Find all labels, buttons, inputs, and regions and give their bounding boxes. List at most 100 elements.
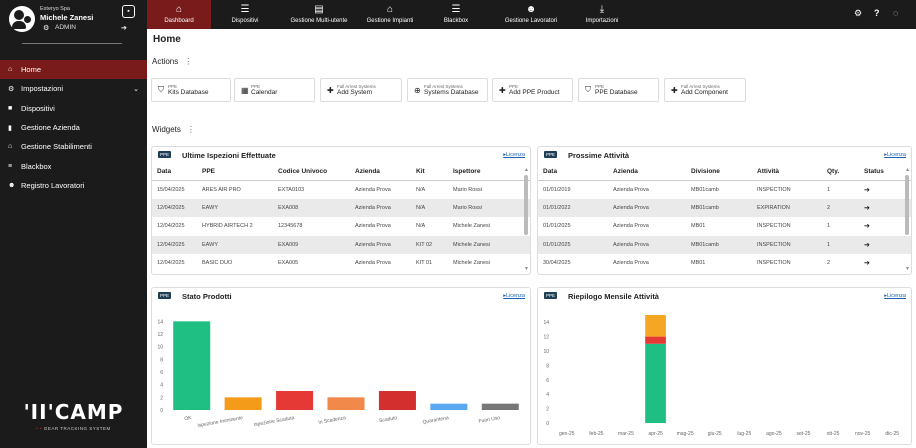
y-tick-label: 2 — [160, 395, 163, 401]
tab-importazioni[interactable]: ⤓ Importazioni — [571, 0, 633, 29]
table-row[interactable]: 12/04/2025 HYBRID AIRTECH 2 12345678 Aziend… — [157, 223, 490, 230]
sidebar-item-label: Gestione Stabilimenti — [21, 142, 92, 152]
x-tick-label: ago-25 — [766, 431, 782, 437]
y-tick-label: 6 — [546, 378, 549, 384]
table-row[interactable]: 01/01/2022 Azienda Prova MB01camb EXPIRATIO… — [538, 198, 911, 217]
column-header[interactable]: Divisione — [686, 164, 752, 181]
widget-riepilogo-mensile: PPE Riepilogo Mensile Attività ▸Licenza … — [537, 287, 912, 445]
sidebar-item-label: Impostazioni — [21, 84, 64, 94]
scrollbar[interactable] — [524, 175, 528, 235]
sidebar-item-impostazioni[interactable]: ⚙ Impostazioni ⌄ — [0, 79, 147, 98]
tab-dashboard[interactable]: ⌂ Dashboard — [147, 0, 211, 29]
action-kits-database[interactable]: ⛉ PPE Kits Database — [151, 78, 231, 102]
actions-heading: Actions ⋮ — [152, 57, 193, 66]
x-tick-label: apr-25 — [648, 431, 663, 437]
list-icon: ≡ — [8, 162, 13, 170]
column-header[interactable]: Attività — [752, 164, 822, 181]
table-row[interactable]: 01/01/2025 Azienda Prova MB01camb INSPECTIO… — [538, 235, 911, 254]
column-header[interactable]: PPE — [197, 164, 273, 181]
tab-gestione-impianti[interactable]: ⌂ Gestione Impianti — [359, 0, 421, 29]
home-icon: ⌂ — [8, 66, 13, 74]
pin-icon[interactable]: ▪ — [122, 5, 135, 18]
scroll-up-icon[interactable]: ▲ — [524, 167, 529, 173]
divider — [22, 43, 122, 44]
table-row[interactable]: 01/01/2025 Azienda Prova MB01 INSPECTION 1 ➔ — [538, 217, 911, 236]
chat-icon[interactable]: ◌ — [893, 8, 899, 18]
bar — [276, 391, 314, 410]
gears-icon[interactable]: ⚙ — [854, 8, 863, 18]
arrow-right-icon[interactable]: ➔ — [859, 235, 911, 254]
tab-gestione-lavoratori[interactable]: ☻ Gestione Lavoratori — [491, 0, 571, 29]
licenza-link[interactable]: ▸Licenza — [503, 152, 525, 158]
arrow-right-icon[interactable]: ➔ — [864, 186, 870, 194]
more-icon[interactable]: ⋮ — [186, 125, 195, 134]
scroll-down-icon[interactable]: ▼ — [905, 266, 910, 272]
action-add-system[interactable]: ✚ Fall Arrest Systems Add System — [320, 78, 402, 102]
x-tick-label: Fuori Uso — [478, 415, 501, 425]
scroll-up-icon[interactable]: ▲ — [905, 167, 910, 173]
column-header[interactable]: Azienda — [608, 164, 686, 181]
action-systems-database[interactable]: ⊕ Fall Arrest Systems Systems Database — [407, 78, 488, 102]
bar — [173, 321, 211, 410]
tab-dispositivi[interactable]: ☰ Dispositivi — [211, 0, 279, 29]
gears-icon: ⚙ — [43, 25, 50, 32]
bar-segment — [645, 336, 666, 344]
column-header[interactable]: Codice Univoco — [273, 164, 350, 181]
tab-blackbox[interactable]: ☰ Blackbox — [421, 0, 491, 29]
sidebar-item-blackbox[interactable]: ≡ Blackbox — [0, 156, 147, 175]
action-add-ppe-product[interactable]: ✚ PPE Add PPE Product — [492, 78, 573, 102]
sidebar: Exteryo Spa Michele Zanesi ⚙ ADMIN ➔ ▪ ⌂… — [0, 0, 147, 448]
table-row[interactable]: 30/04/2025 Azienda Prova MB01 INSPECTION 2 ➔ — [538, 254, 911, 273]
sidebar-item-label: Gestione Azienda — [21, 123, 80, 133]
sidebar-nav: ⌂ Home ⚙ Impostazioni ⌄ ■ Dispositivi ▮ … — [0, 60, 147, 195]
sidebar-item-dispositivi[interactable]: ■ Dispositivi — [0, 99, 147, 118]
scrollbar[interactable] — [905, 175, 909, 235]
plus-icon: ✚ — [499, 85, 506, 95]
tab-gestione-multi-utente[interactable]: ▤ Gestione Multi-utente — [279, 0, 359, 29]
scroll-down-icon[interactable]: ▼ — [524, 266, 529, 272]
action-add-component[interactable]: ✚ Fall Arrest Systems Add Component — [664, 78, 746, 102]
column-header[interactable]: Data — [538, 164, 608, 181]
table-row[interactable]: 12/04/2025 EAWY EXA008 Azienda Prova N/A Mari… — [152, 198, 530, 217]
action-calendar[interactable]: ▦ PPE Calendar — [234, 78, 315, 102]
page-title: Home — [153, 34, 181, 45]
bar — [481, 403, 519, 410]
bar — [224, 397, 262, 410]
sidebar-item-home[interactable]: ⌂ Home — [0, 60, 147, 80]
building-icon: ▮ — [8, 124, 12, 132]
action-ppe-database[interactable]: ⛉ PPE PPE Database — [578, 78, 659, 102]
help-icon[interactable]: ? — [874, 8, 880, 18]
column-header[interactable]: Status — [859, 164, 911, 181]
licenza-link[interactable]: ▸Licenza — [503, 293, 525, 299]
table-row[interactable]: 15/04/2025 ARES AIR PRO EXTA0103 Azienda Pr… — [157, 186, 483, 193]
y-tick-label: 12 — [543, 335, 549, 341]
arrow-right-icon[interactable]: ➔ — [864, 260, 870, 268]
sidebar-item-registro-lavoratori[interactable]: ☻ Registro Lavoratori — [0, 176, 147, 195]
table-row[interactable]: 12/04/2025 BASIC DUO EXA005 Azienda Prova KI… — [157, 260, 490, 267]
widget-title: Ultime Ispezioni Effettuate — [182, 151, 276, 160]
licenza-link[interactable]: ▸Licenza — [884, 152, 906, 158]
users-icon: ☻ — [525, 4, 537, 15]
column-header[interactable]: Data — [152, 164, 197, 181]
sidebar-item-gestione-stabilimenti[interactable]: ⌂ Gestione Stabilimenti — [0, 137, 147, 156]
table-row[interactable]: 01/01/2019 Azienda Prova MB01camb INSPECTIO… — [538, 180, 911, 199]
more-icon[interactable]: ⋮ — [184, 57, 193, 66]
arrow-right-icon[interactable]: ➔ — [864, 223, 870, 231]
ppe-badge: PPE — [158, 292, 172, 299]
y-tick-label: 14 — [543, 320, 549, 326]
y-tick-label: 8 — [160, 357, 163, 363]
column-header[interactable]: Qty. — [822, 164, 859, 181]
arrow-right-icon[interactable]: ➔ — [859, 198, 911, 217]
y-tick-label: 0 — [160, 408, 163, 414]
square-icon: ■ — [8, 104, 13, 112]
column-header[interactable]: Azienda — [350, 164, 411, 181]
x-tick-label: lug-25 — [737, 431, 751, 437]
logout-icon[interactable]: ➔ — [121, 25, 127, 32]
avatar[interactable] — [9, 6, 35, 32]
licenza-link[interactable]: ▸Licenza — [884, 293, 906, 299]
column-header[interactable]: Ispettore — [448, 164, 530, 181]
table-row[interactable]: 12/04/2025 EAWY EXA009 Azienda Prova KIT 02 M… — [152, 235, 530, 254]
download-icon: ⤓ — [599, 4, 605, 15]
column-header[interactable]: Kit — [411, 164, 448, 181]
sidebar-item-gestione-azienda[interactable]: ▮ Gestione Azienda — [0, 118, 147, 137]
